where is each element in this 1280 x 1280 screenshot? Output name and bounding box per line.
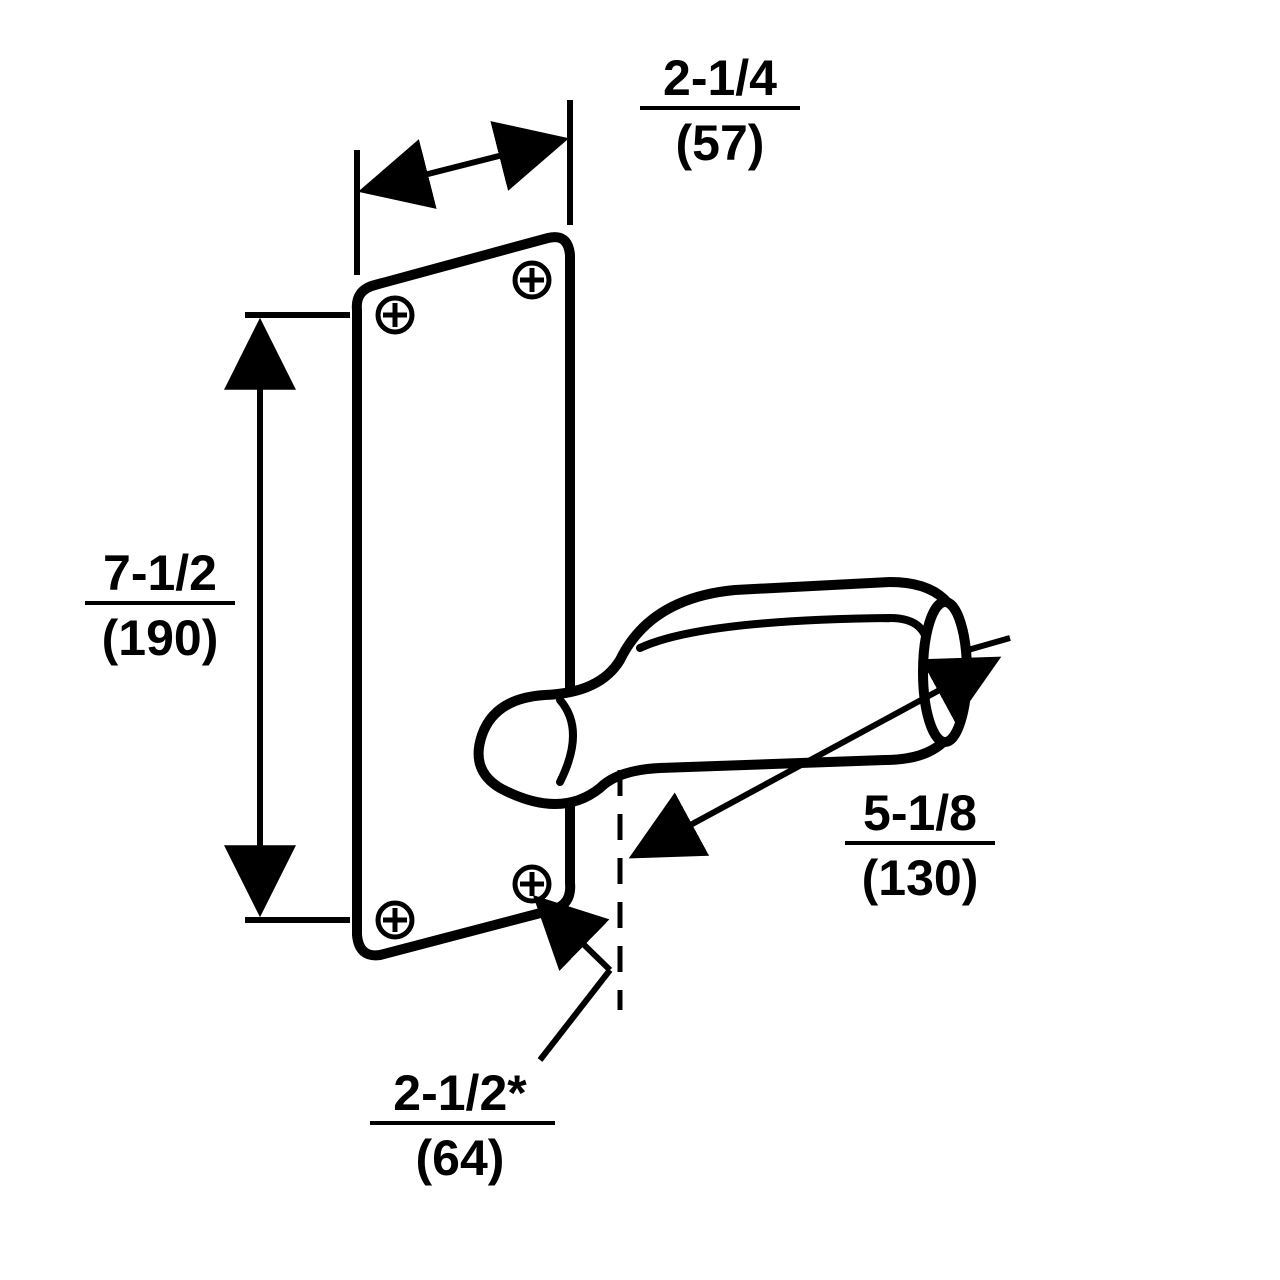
plate [357, 237, 570, 955]
dimension-backset-imperial: 2-1/2* [393, 1065, 527, 1121]
dimension-lever-imperial: 5-1/8 [863, 785, 977, 841]
screw-icon [378, 298, 412, 332]
dimension-width-metric: (57) [676, 115, 765, 171]
dimension-height-imperial: 7-1/2 [103, 545, 217, 601]
screw-icon [515, 263, 549, 297]
dimension-diagram: 2-1/4 (57) 7-1/2 (190) 5-1/8 (130) 2-1/2… [0, 0, 1280, 1280]
screw-icon [378, 903, 412, 937]
screw-icon [515, 867, 549, 901]
dimension-width-imperial: 2-1/4 [663, 50, 777, 106]
dimension-height-metric: (190) [102, 610, 219, 666]
dimension-backset-metric: (64) [416, 1130, 505, 1186]
dimension-width: 2-1/4 (57) [357, 50, 800, 275]
dimension-height: 7-1/2 (190) [85, 315, 350, 920]
dimension-lever-metric: (130) [862, 850, 979, 906]
